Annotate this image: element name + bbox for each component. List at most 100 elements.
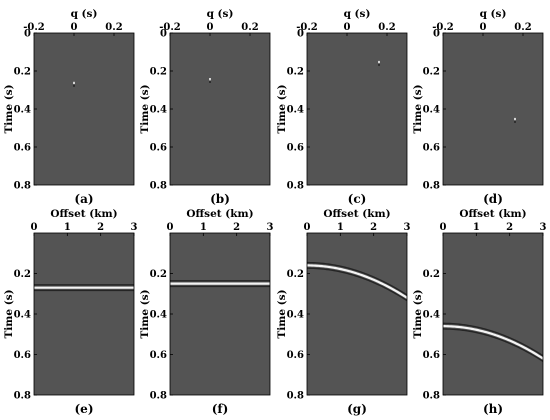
x-tick-label: 3 — [267, 222, 274, 233]
y-axis-label: Time (s) — [412, 84, 424, 133]
y-axis-label: Time (s) — [412, 289, 424, 338]
x-tick-label: 0.2 — [378, 22, 395, 33]
panel-background — [170, 233, 270, 395]
event-curve-dark-lower — [443, 328, 543, 362]
x-axis-label: Offset (km) — [186, 208, 253, 220]
panel-background — [443, 33, 543, 185]
panel-caption: (h) — [483, 402, 503, 416]
y-tick-label: 0.6 — [287, 350, 304, 361]
y-tick-label: 0.4 — [423, 105, 440, 116]
x-tick-label: 2 — [506, 222, 513, 233]
y-tick-label: 0.4 — [423, 310, 440, 321]
y-tick-label: 0.8 — [423, 181, 440, 192]
x-tick-label: 0 — [344, 22, 351, 33]
x-tick-label: -0.2 — [23, 22, 45, 33]
y-tick-label: 0 — [297, 29, 304, 40]
panel-background — [307, 233, 407, 395]
y-tick-label: 0.2 — [150, 67, 167, 78]
x-tick-label: 0 — [440, 222, 447, 233]
y-axis-label: Time (s) — [139, 84, 151, 133]
y-tick-label: 0.2 — [287, 67, 304, 78]
y-tick-label: 0.4 — [287, 105, 304, 116]
y-tick-label: 0.6 — [423, 143, 440, 154]
y-axis-label: Time (s) — [276, 289, 288, 338]
y-tick-label: 0.6 — [14, 350, 31, 361]
x-axis-label: Offset (km) — [323, 208, 390, 220]
panel-background — [443, 233, 543, 395]
y-axis-label: Time (s) — [3, 289, 15, 338]
panel-background — [34, 33, 134, 185]
event-curve-dark-lower — [307, 267, 407, 302]
y-tick-label: 0 — [160, 29, 167, 40]
x-tick-label: 0 — [31, 222, 38, 233]
x-tick-label: 2 — [370, 222, 377, 233]
event-layer — [307, 261, 407, 302]
y-tick-label: 0.6 — [14, 143, 31, 154]
event-point-top — [73, 81, 75, 85]
y-tick-label: 0 — [24, 29, 31, 40]
y-tick-label: 0.6 — [287, 143, 304, 154]
x-tick-label: 0.2 — [514, 22, 531, 33]
x-axis-label: q (s) — [480, 8, 507, 20]
y-tick-label: 0.2 — [14, 67, 31, 78]
y-tick-label: 0.6 — [150, 350, 167, 361]
event-point-bottom — [378, 63, 380, 66]
x-axis-label: Offset (km) — [459, 208, 526, 220]
event-layer — [514, 117, 516, 123]
y-tick-label: 0.8 — [14, 181, 31, 192]
panel-g: 0 1 2 3 Offset (km) 0.2 0.4 0.6 0.8 Time (s) (g) — [276, 208, 411, 416]
x-tick-label: 0 — [304, 222, 311, 233]
x-tick-label: 1 — [200, 222, 207, 233]
panel-caption: (a) — [74, 192, 93, 206]
event-curve-dark-upper — [307, 261, 407, 296]
event-point-bottom — [209, 80, 211, 83]
x-tick-label: 1 — [473, 222, 480, 233]
y-tick-label: 0.2 — [423, 67, 440, 78]
y-tick-label: 0.2 — [287, 269, 304, 280]
y-tick-label: 0.8 — [150, 391, 167, 402]
event-curve-dark-upper — [443, 322, 543, 357]
x-tick-label: 0.2 — [105, 22, 122, 33]
y-tick-label: 0.8 — [287, 181, 304, 192]
panel-e: 0 1 2 3 Offset (km) 0.2 0.4 0.6 0.8 Time (s) (e) — [3, 208, 138, 416]
event-layer — [34, 284, 134, 292]
event-point-top — [514, 117, 516, 121]
panel-caption: (b) — [210, 192, 230, 206]
y-tick-label: 0.2 — [423, 269, 440, 280]
panel-background — [307, 33, 407, 185]
x-tick-label: -0.2 — [159, 22, 181, 33]
x-tick-label: 3 — [131, 222, 138, 233]
y-tick-label: 0.4 — [150, 310, 167, 321]
event-point-bottom — [514, 120, 516, 123]
x-tick-label: 0 — [480, 22, 487, 33]
panel-caption: (f) — [212, 402, 229, 416]
y-tick-label: 0.8 — [423, 391, 440, 402]
x-axis-label: q (s) — [344, 8, 371, 20]
x-tick-label: -0.2 — [296, 22, 318, 33]
event-curve-bright — [443, 325, 543, 360]
panel-caption: (e) — [75, 402, 94, 416]
event-point-top — [209, 78, 211, 81]
event-layer — [209, 78, 211, 83]
event-layer — [73, 81, 75, 87]
x-tick-label: 0 — [167, 222, 174, 233]
x-tick-label: 3 — [540, 222, 547, 233]
y-tick-label: 0.8 — [287, 391, 304, 402]
panel-caption: (g) — [347, 402, 367, 416]
y-tick-label: 0.6 — [423, 350, 440, 361]
x-tick-label: 1 — [64, 222, 71, 233]
y-tick-label: 0.8 — [14, 391, 31, 402]
y-tick-label: 0.2 — [14, 269, 31, 280]
panel-background — [34, 233, 134, 395]
event-point-bottom — [73, 84, 75, 87]
y-tick-label: 0.4 — [287, 310, 304, 321]
event-curve-bright — [307, 264, 407, 299]
x-tick-label: 1 — [337, 222, 344, 233]
y-tick-label: 0.8 — [150, 181, 167, 192]
x-tick-label: -0.2 — [432, 22, 454, 33]
